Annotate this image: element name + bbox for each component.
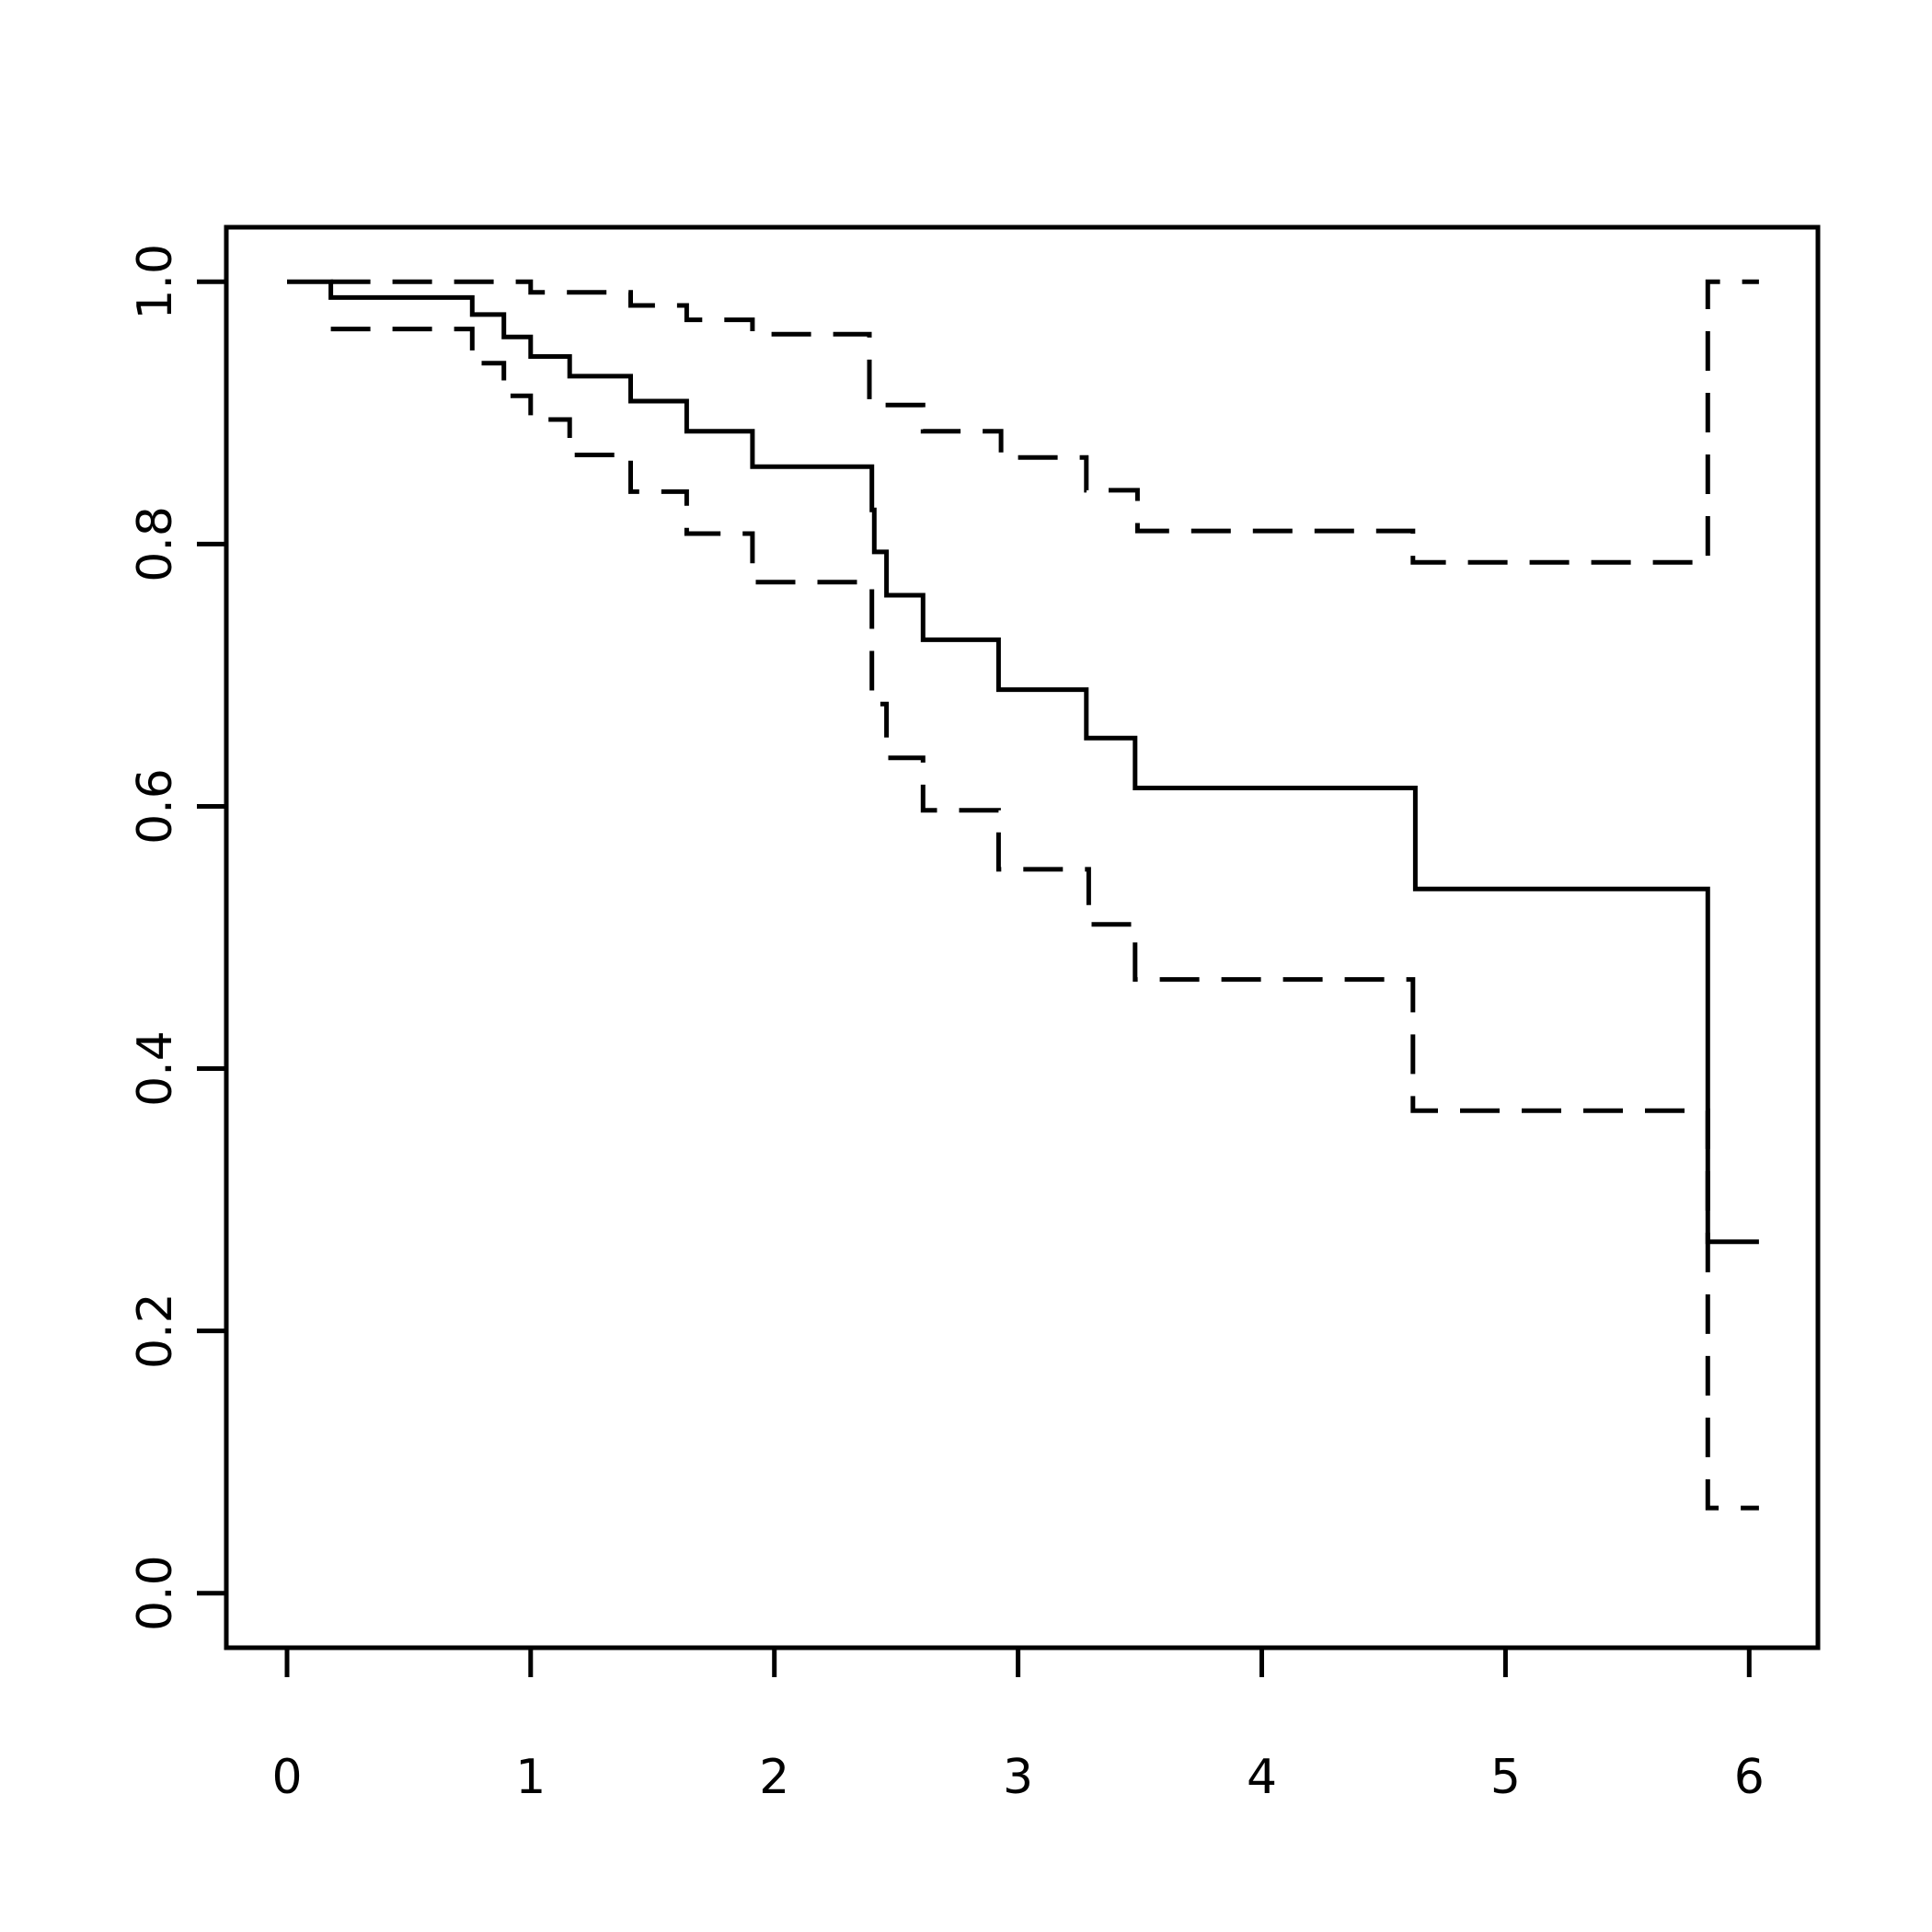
x-tick-label: 3 [1003, 1750, 1033, 1805]
ci-upper-line [330, 279, 1759, 565]
y-tick-label: 0.4 [128, 1030, 183, 1107]
x-tick-label: 0 [271, 1750, 302, 1805]
y-tick-label: 0.0 [128, 1555, 183, 1631]
x-tick-label: 1 [515, 1750, 546, 1805]
x-tick-label: 4 [1247, 1750, 1277, 1805]
y-tick-label: 0.6 [128, 768, 183, 845]
y-tick-label: 0.8 [128, 506, 183, 582]
y-tick-label: 1.0 [128, 244, 183, 320]
y-axis: 0.0 0.2 0.4 0.6 0.8 1.0 [128, 244, 226, 1631]
y-tick-label: 0.2 [128, 1293, 183, 1369]
km-estimate-line [287, 279, 1759, 1245]
x-tick-label: 5 [1490, 1750, 1521, 1805]
x-tick-label: 6 [1734, 1750, 1765, 1805]
plot-border [224, 224, 1821, 1650]
series-group [287, 279, 1759, 1511]
x-axis: 0 1 2 3 4 5 6 [271, 1648, 1765, 1805]
ci-lower-line [330, 327, 1759, 1511]
x-tick-label: 2 [759, 1750, 789, 1805]
